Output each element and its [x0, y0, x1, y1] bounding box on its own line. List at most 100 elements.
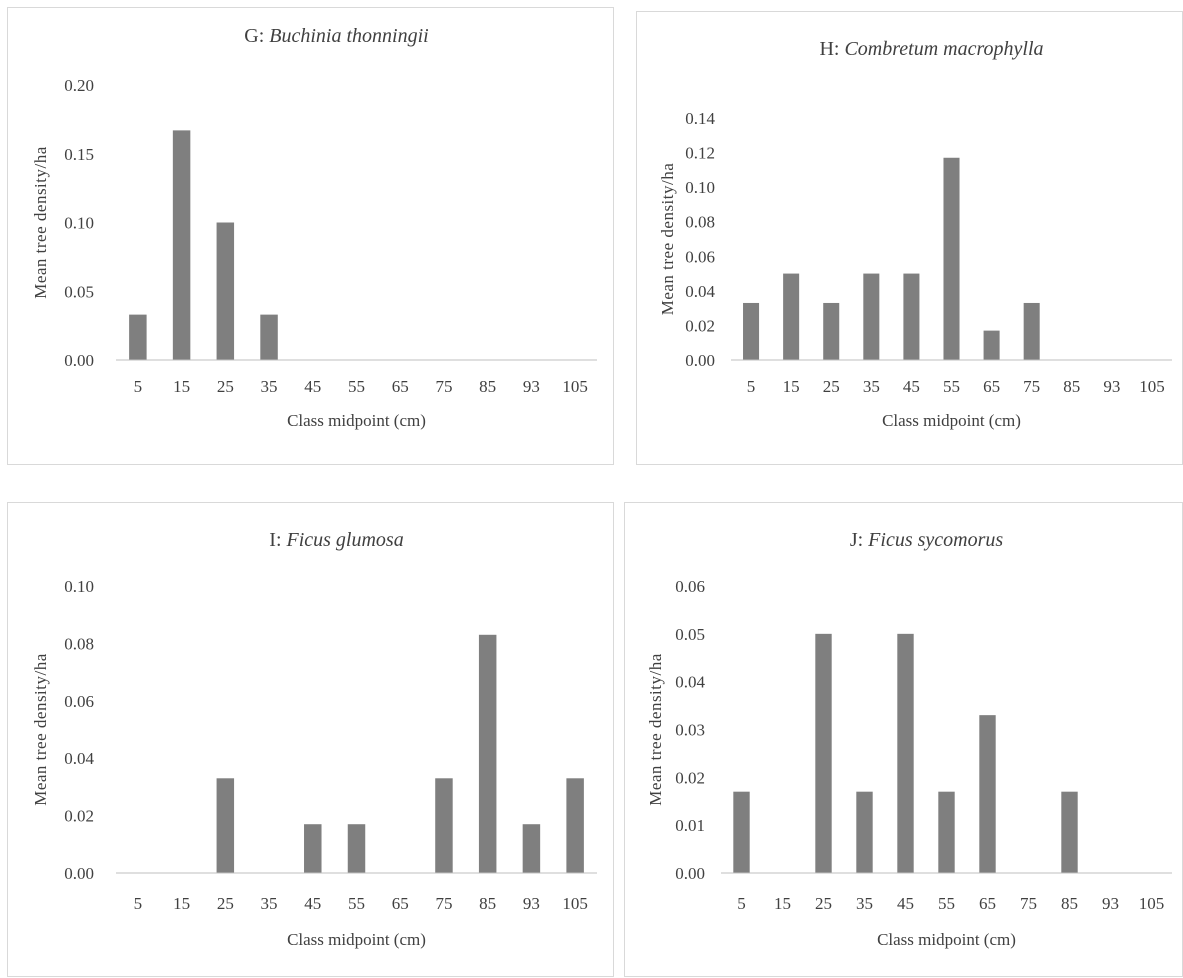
y-tick-label: 0.04 — [685, 282, 715, 301]
bar-45 — [304, 824, 322, 873]
bar-5 — [743, 302, 760, 360]
x-tick-label: 105 — [562, 894, 588, 913]
x-tick-label: 85 — [479, 377, 496, 396]
chart-title-prefix: G: — [244, 25, 269, 47]
y-tick-label: 0.02 — [675, 768, 705, 787]
x-tick-label: 5 — [134, 377, 143, 396]
bar-25 — [823, 302, 840, 360]
x-tick-label: 93 — [523, 894, 540, 913]
x-tick-label: 15 — [774, 894, 791, 913]
bar-55 — [938, 791, 955, 873]
bar-35 — [863, 273, 880, 360]
x-tick-label: 65 — [392, 377, 409, 396]
chart-title: I: Ficus glumosa — [269, 529, 403, 551]
y-tick-label: 0.00 — [685, 351, 715, 370]
y-tick-label: 0.02 — [685, 316, 715, 335]
x-tick-label: 15 — [783, 377, 800, 396]
y-tick-label: 0.06 — [685, 247, 715, 266]
y-tick-label: 0.06 — [64, 692, 94, 711]
bar-45 — [897, 633, 914, 873]
x-tick-label: 93 — [1102, 894, 1119, 913]
x-tick-label: 45 — [897, 894, 914, 913]
x-tick-label: 5 — [747, 377, 756, 396]
y-tick-label: 0.04 — [64, 749, 94, 768]
bar-chart-j: J: Ficus sycomorus 0.00 0.01 0.02 0.03 0.04 0.… — [646, 529, 1172, 949]
y-axis-label: Mean tree density/ha — [646, 653, 665, 806]
y-tick-label: 0.14 — [685, 109, 715, 128]
x-tick-label: 25 — [217, 377, 234, 396]
x-tick-label: 65 — [392, 894, 409, 913]
bar-25 — [815, 633, 832, 873]
x-tick-label: 105 — [1139, 377, 1165, 396]
bar-chart-i: I: Ficus glumosa 0.00 0.02 0.04 0.06 0.08 0.10… — [31, 529, 597, 949]
bar-65 — [979, 715, 996, 873]
chart-title-species: Ficus glumosa — [286, 529, 404, 551]
bar-25 — [216, 778, 235, 873]
chart-title-species: Ficus sycomorus — [867, 529, 1003, 551]
y-tick-label: 0.04 — [675, 673, 705, 692]
bar-35 — [260, 314, 278, 360]
bar-chart-g: G: Buchinia thonningii 0.00 0.05 0.10 0.15 0.… — [31, 25, 597, 430]
chart-title-prefix: I: — [269, 529, 286, 551]
x-tick-label: 55 — [348, 377, 365, 396]
chart-title: H: Combretum macrophylla — [819, 38, 1043, 60]
bar-105 — [566, 778, 584, 873]
bar-55 — [347, 824, 366, 873]
x-tick-label: 35 — [856, 894, 873, 913]
y-tick-label: 0.15 — [64, 145, 94, 164]
x-tick-label: 55 — [348, 894, 365, 913]
x-axis-label: Class midpoint (cm) — [287, 411, 426, 430]
bar-75 — [1023, 302, 1040, 360]
x-tick-label: 75 — [435, 894, 452, 913]
x-tick-label: 25 — [815, 894, 832, 913]
y-tick-label: 0.08 — [685, 213, 715, 232]
x-tick-label: 75 — [1023, 377, 1040, 396]
x-tick-label: 55 — [943, 377, 960, 396]
y-axis-label: Mean tree density/ha — [658, 163, 677, 316]
bar-chart-h: H: Combretum macrophylla 0.00 0.02 0.04 0.06… — [658, 38, 1172, 430]
bar-15 — [783, 273, 800, 360]
bar-15 — [172, 130, 191, 360]
y-tick-label: 0.20 — [64, 76, 94, 95]
x-tick-label: 93 — [523, 377, 540, 396]
x-tick-label: 35 — [261, 894, 278, 913]
y-tick-label: 0.01 — [675, 816, 705, 835]
bar-5 — [129, 314, 147, 360]
x-tick-label: 25 — [217, 894, 234, 913]
chart-panel-j: J: Ficus sycomorus 0.00 0.01 0.02 0.03 0.04 0.… — [624, 502, 1183, 977]
x-tick-label: 45 — [304, 894, 321, 913]
chart-title-species: Combretum macrophylla — [844, 38, 1043, 60]
y-tick-label: 0.05 — [675, 625, 705, 644]
x-tick-label: 15 — [173, 377, 190, 396]
x-tick-label: 35 — [261, 377, 278, 396]
y-tick-label: 0.00 — [675, 864, 705, 883]
x-tick-label: 65 — [979, 894, 996, 913]
x-tick-label: 55 — [938, 894, 955, 913]
y-tick-label: 0.12 — [685, 144, 715, 163]
bar-45 — [903, 273, 920, 360]
y-axis-label: Mean tree density/ha — [31, 653, 50, 806]
x-tick-label: 45 — [903, 377, 920, 396]
x-tick-label: 105 — [562, 377, 588, 396]
x-tick-label: 85 — [1063, 377, 1080, 396]
chart-title-species: Buchinia thonningii — [269, 25, 428, 47]
x-tick-label: 65 — [983, 377, 1000, 396]
bar-35 — [856, 791, 873, 873]
x-axis-label: Class midpoint (cm) — [287, 930, 426, 949]
chart-panel-h: H: Combretum macrophylla 0.00 0.02 0.04 0.06… — [636, 11, 1183, 465]
x-tick-label: 85 — [479, 894, 496, 913]
x-tick-label: 35 — [863, 377, 880, 396]
bar-25 — [216, 222, 235, 360]
bar-75 — [435, 778, 453, 873]
x-tick-label: 75 — [1020, 894, 1037, 913]
y-tick-label: 0.10 — [64, 577, 94, 596]
y-axis-label: Mean tree density/ha — [31, 146, 50, 299]
chart-title: J: Ficus sycomorus — [850, 529, 1004, 551]
x-axis-label: Class midpoint (cm) — [877, 930, 1016, 949]
bar-85 — [478, 634, 497, 873]
x-tick-label: 75 — [435, 377, 452, 396]
y-tick-label: 0.10 — [64, 214, 94, 233]
x-tick-label: 105 — [1139, 894, 1165, 913]
x-tick-label: 85 — [1061, 894, 1078, 913]
y-tick-label: 0.08 — [64, 634, 94, 653]
